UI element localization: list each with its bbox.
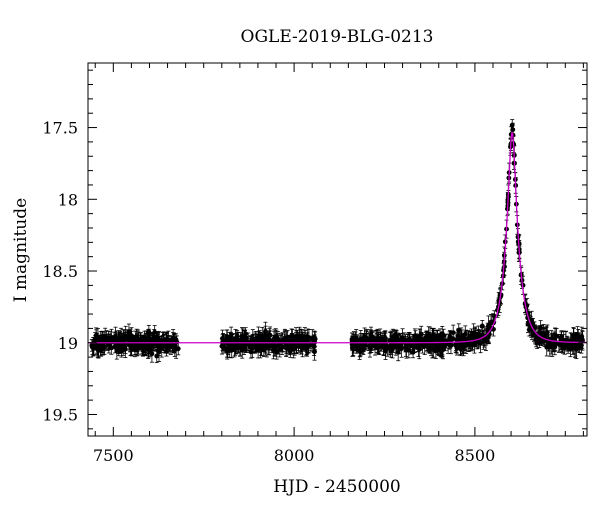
y-tick-label: 19 [58,334,78,353]
data-point [433,342,439,360]
data-point [95,338,101,357]
data-point [463,337,469,354]
data-point [152,325,158,340]
data-point [437,328,443,345]
data-point [353,329,359,348]
data-point [154,349,160,364]
data-point [558,331,564,344]
x-tick-label: 7500 [93,446,134,465]
chart-title: OGLE-2019-BLG-0213 [241,27,434,47]
data-point [454,335,459,354]
plot-frame [87,62,588,437]
data-point [364,333,370,348]
data-point [359,338,365,354]
y-tick-label: 19.5 [42,405,78,424]
data-point [256,331,262,350]
data-point [435,330,440,349]
data-point [263,325,268,346]
data-point [488,314,494,330]
data-point [430,328,436,344]
y-tick-label: 18.5 [42,262,78,281]
data-point [235,338,241,353]
model-curve [88,132,587,344]
data-point [456,323,462,337]
data-point [469,339,475,352]
data-point [304,338,310,353]
axis-ticks: 7500 8000 8500 17.5 18 18.5 19 19.5 [42,63,587,465]
data-point [383,339,388,352]
data-point [388,335,394,355]
plot-area [88,119,587,364]
data-point [394,330,399,347]
y-axis-label: I magnitude [11,198,31,302]
data-point [97,344,103,357]
data-point [416,337,421,357]
data-point [221,341,227,354]
data-point [156,331,162,348]
y-tick-label: 18 [58,190,78,209]
data-point [282,328,288,348]
data-point [134,342,140,357]
x-axis-label: HJD - 2450000 [273,477,401,497]
data-point [447,330,453,344]
data-point [101,333,106,347]
data-point [139,334,145,355]
data-point [541,324,546,343]
data-point [234,330,240,343]
y-tick-label: 17.5 [42,119,78,138]
data-point [376,336,382,356]
data-point [105,334,110,347]
data-point [224,343,230,360]
x-tick-label: 8000 [274,446,315,465]
x-tick-label: 8500 [455,446,496,465]
data-point [146,330,152,348]
data-point [240,328,246,348]
data-layer [88,119,587,364]
